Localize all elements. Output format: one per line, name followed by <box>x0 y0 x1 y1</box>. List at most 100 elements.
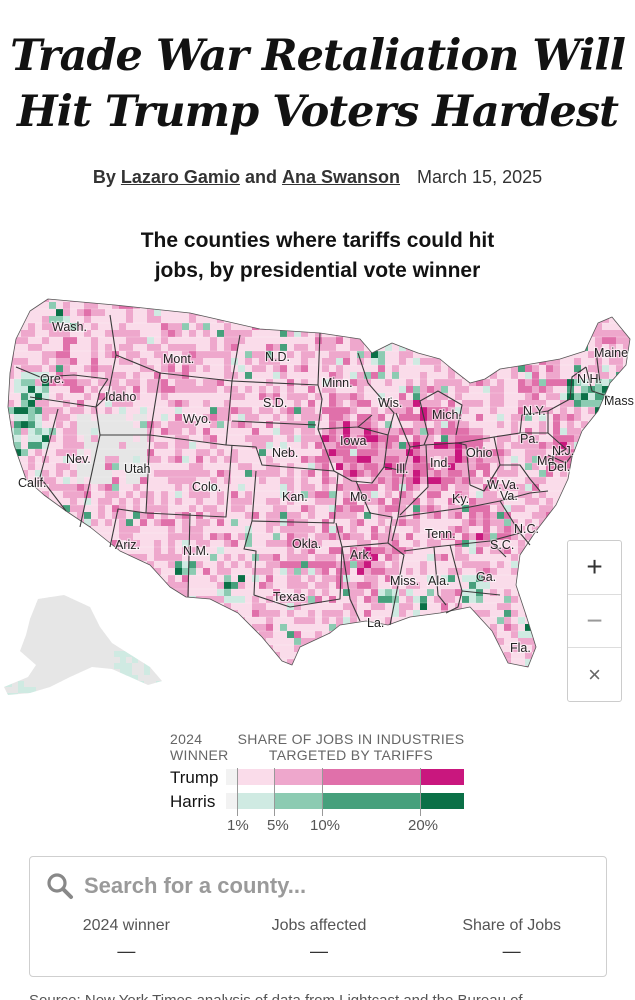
stat-share-header: Share of Jobs <box>462 917 562 934</box>
state-label: Ill. <box>396 462 409 476</box>
legend-row-trump: Trump <box>170 768 219 787</box>
state-label: Texas <box>273 590 306 604</box>
headline-line-1: Trade War Retaliation Will <box>10 31 626 81</box>
legend-swatch <box>322 769 420 785</box>
legend-swatch <box>237 769 274 785</box>
state-label: Fla. <box>510 641 531 655</box>
legend-swatch <box>274 793 322 809</box>
state-labels: Wash. Ore. Calif. Idaho Nev. Mont. Wyo. Utah Ari… <box>17 319 635 656</box>
legend-swatch <box>420 793 464 809</box>
county-search-panel: 2024 winner — Jobs affected — Share of J… <box>29 856 607 977</box>
state-label: Ga. <box>476 570 496 584</box>
state-label: S.D. <box>263 396 287 410</box>
state-label: Utah <box>124 462 150 476</box>
author-link-swanson[interactable]: Ana Swanson <box>281 167 401 187</box>
search-row <box>46 871 586 901</box>
legend-tick-1 <box>237 768 238 816</box>
legend-tick-label-5: 5% <box>267 817 289 834</box>
state-label: Miss. <box>390 574 419 588</box>
map-title-line-2: jobs, by presidential vote winner <box>154 259 481 282</box>
state-label: La. <box>367 616 384 630</box>
state-label: Ore. <box>40 372 64 386</box>
legend-swatch <box>237 793 274 809</box>
county-stats: 2024 winner — Jobs affected — Share of J… <box>30 917 608 962</box>
reset-map-button[interactable]: × <box>568 647 621 701</box>
zoom-in-button[interactable]: + <box>586 551 603 583</box>
legend-swatch <box>322 793 420 809</box>
stat-jobs: Jobs affected — <box>223 917 416 962</box>
state-label: Ky. <box>452 492 469 506</box>
state-label: Colo. <box>192 480 221 494</box>
state-label: N.H. <box>577 372 602 386</box>
state-label: Calif. <box>18 476 46 490</box>
state-label: W.Va. <box>487 478 519 492</box>
state-label: Va. <box>500 489 518 503</box>
state-label: N.M. <box>183 544 209 558</box>
state-label: Neb. <box>272 446 298 460</box>
state-label: Mich. <box>432 408 462 422</box>
legend-share-heading: SHARE OF JOBS IN INDUSTRIES TARGETED BY … <box>237 731 465 763</box>
map-legend: 2024 WINNER SHARE OF JOBS IN INDUSTRIES … <box>170 731 470 841</box>
state-label: Wyo. <box>183 412 211 426</box>
state-label: Idaho <box>105 390 136 404</box>
source-note: Source: New York Times analysis of data … <box>29 992 523 1000</box>
legend-swatch <box>274 769 322 785</box>
zoom-controls: + − × <box>567 540 622 702</box>
state-label: Ind. <box>430 456 451 470</box>
state-label: N.D. <box>265 350 290 364</box>
legend-tick-10 <box>322 768 323 816</box>
map-title-line-1: The counties where tariffs could hit <box>140 229 495 252</box>
legend-tick-5 <box>274 768 275 816</box>
stat-winner-value: — <box>117 941 136 961</box>
state-label: Ala. <box>428 574 450 588</box>
legend-winner-heading: 2024 WINNER <box>170 731 229 763</box>
state-label: S.C. <box>490 538 514 552</box>
state-label: N.J. <box>552 444 574 458</box>
search-icon <box>47 873 73 899</box>
legend-row-harris: Harris <box>170 792 216 811</box>
publish-date: March 15, 2025 <box>417 167 543 187</box>
legend-harris-scale <box>226 793 464 809</box>
state-label: Wis. <box>378 396 402 410</box>
byline: By Lazaro Gamio and Ana Swanson March 15… <box>0 167 635 188</box>
state-label: Mass. <box>604 394 635 408</box>
state-label: Mont. <box>163 352 194 366</box>
state-label: Tenn. <box>425 527 456 541</box>
state-label: Del. <box>548 460 570 474</box>
state-label: Maine <box>594 346 628 360</box>
zoom-out-button[interactable]: − <box>568 593 621 648</box>
headline-line-2: Hit Trump Voters Hardest <box>17 87 619 137</box>
legend-trump-scale <box>226 769 464 785</box>
stat-jobs-value: — <box>310 941 328 961</box>
state-label: Md. <box>537 454 558 468</box>
headline: Trade War Retaliation Will Hit Trump Vot… <box>0 28 635 140</box>
byline-by: By <box>92 167 116 187</box>
us-county-map-svg[interactable]: Wash. Ore. Calif. Idaho Nev. Mont. Wyo. Utah Ari… <box>0 295 635 705</box>
legend-swatch <box>420 769 464 785</box>
state-label: Pa. <box>520 432 539 446</box>
byline-and: and <box>244 167 277 187</box>
state-borders <box>7 298 631 668</box>
author-link-gamio[interactable]: Lazaro Gamio <box>120 167 240 187</box>
stat-winner: 2024 winner — <box>30 917 223 962</box>
legend-swatch <box>226 769 237 785</box>
map-title: The counties where tariffs could hit job… <box>60 226 575 286</box>
state-label: Nev. <box>66 452 91 466</box>
county-map[interactable]: Wash. Ore. Calif. Idaho Nev. Mont. Wyo. Utah Ari… <box>0 295 635 705</box>
state-label: Mo. <box>350 490 371 504</box>
state-label: Ariz. <box>115 538 140 552</box>
state-label: Ohio <box>466 446 492 460</box>
stat-share: Share of Jobs — <box>415 917 608 962</box>
stat-jobs-header: Jobs affected <box>271 917 367 934</box>
state-label: Kan. <box>282 490 308 504</box>
state-label: Iowa <box>340 434 366 448</box>
stat-share-value: — <box>502 941 521 961</box>
state-label: N.Y. <box>523 404 546 418</box>
legend-tick-label-1: 1% <box>227 817 249 834</box>
county-search-input[interactable] <box>84 871 584 901</box>
legend-tick-20 <box>420 768 421 816</box>
state-label: N.C. <box>514 522 539 536</box>
legend-tick-label-10: 10% <box>310 817 341 834</box>
alaska-counties <box>4 595 162 695</box>
legend-swatch <box>226 793 237 809</box>
